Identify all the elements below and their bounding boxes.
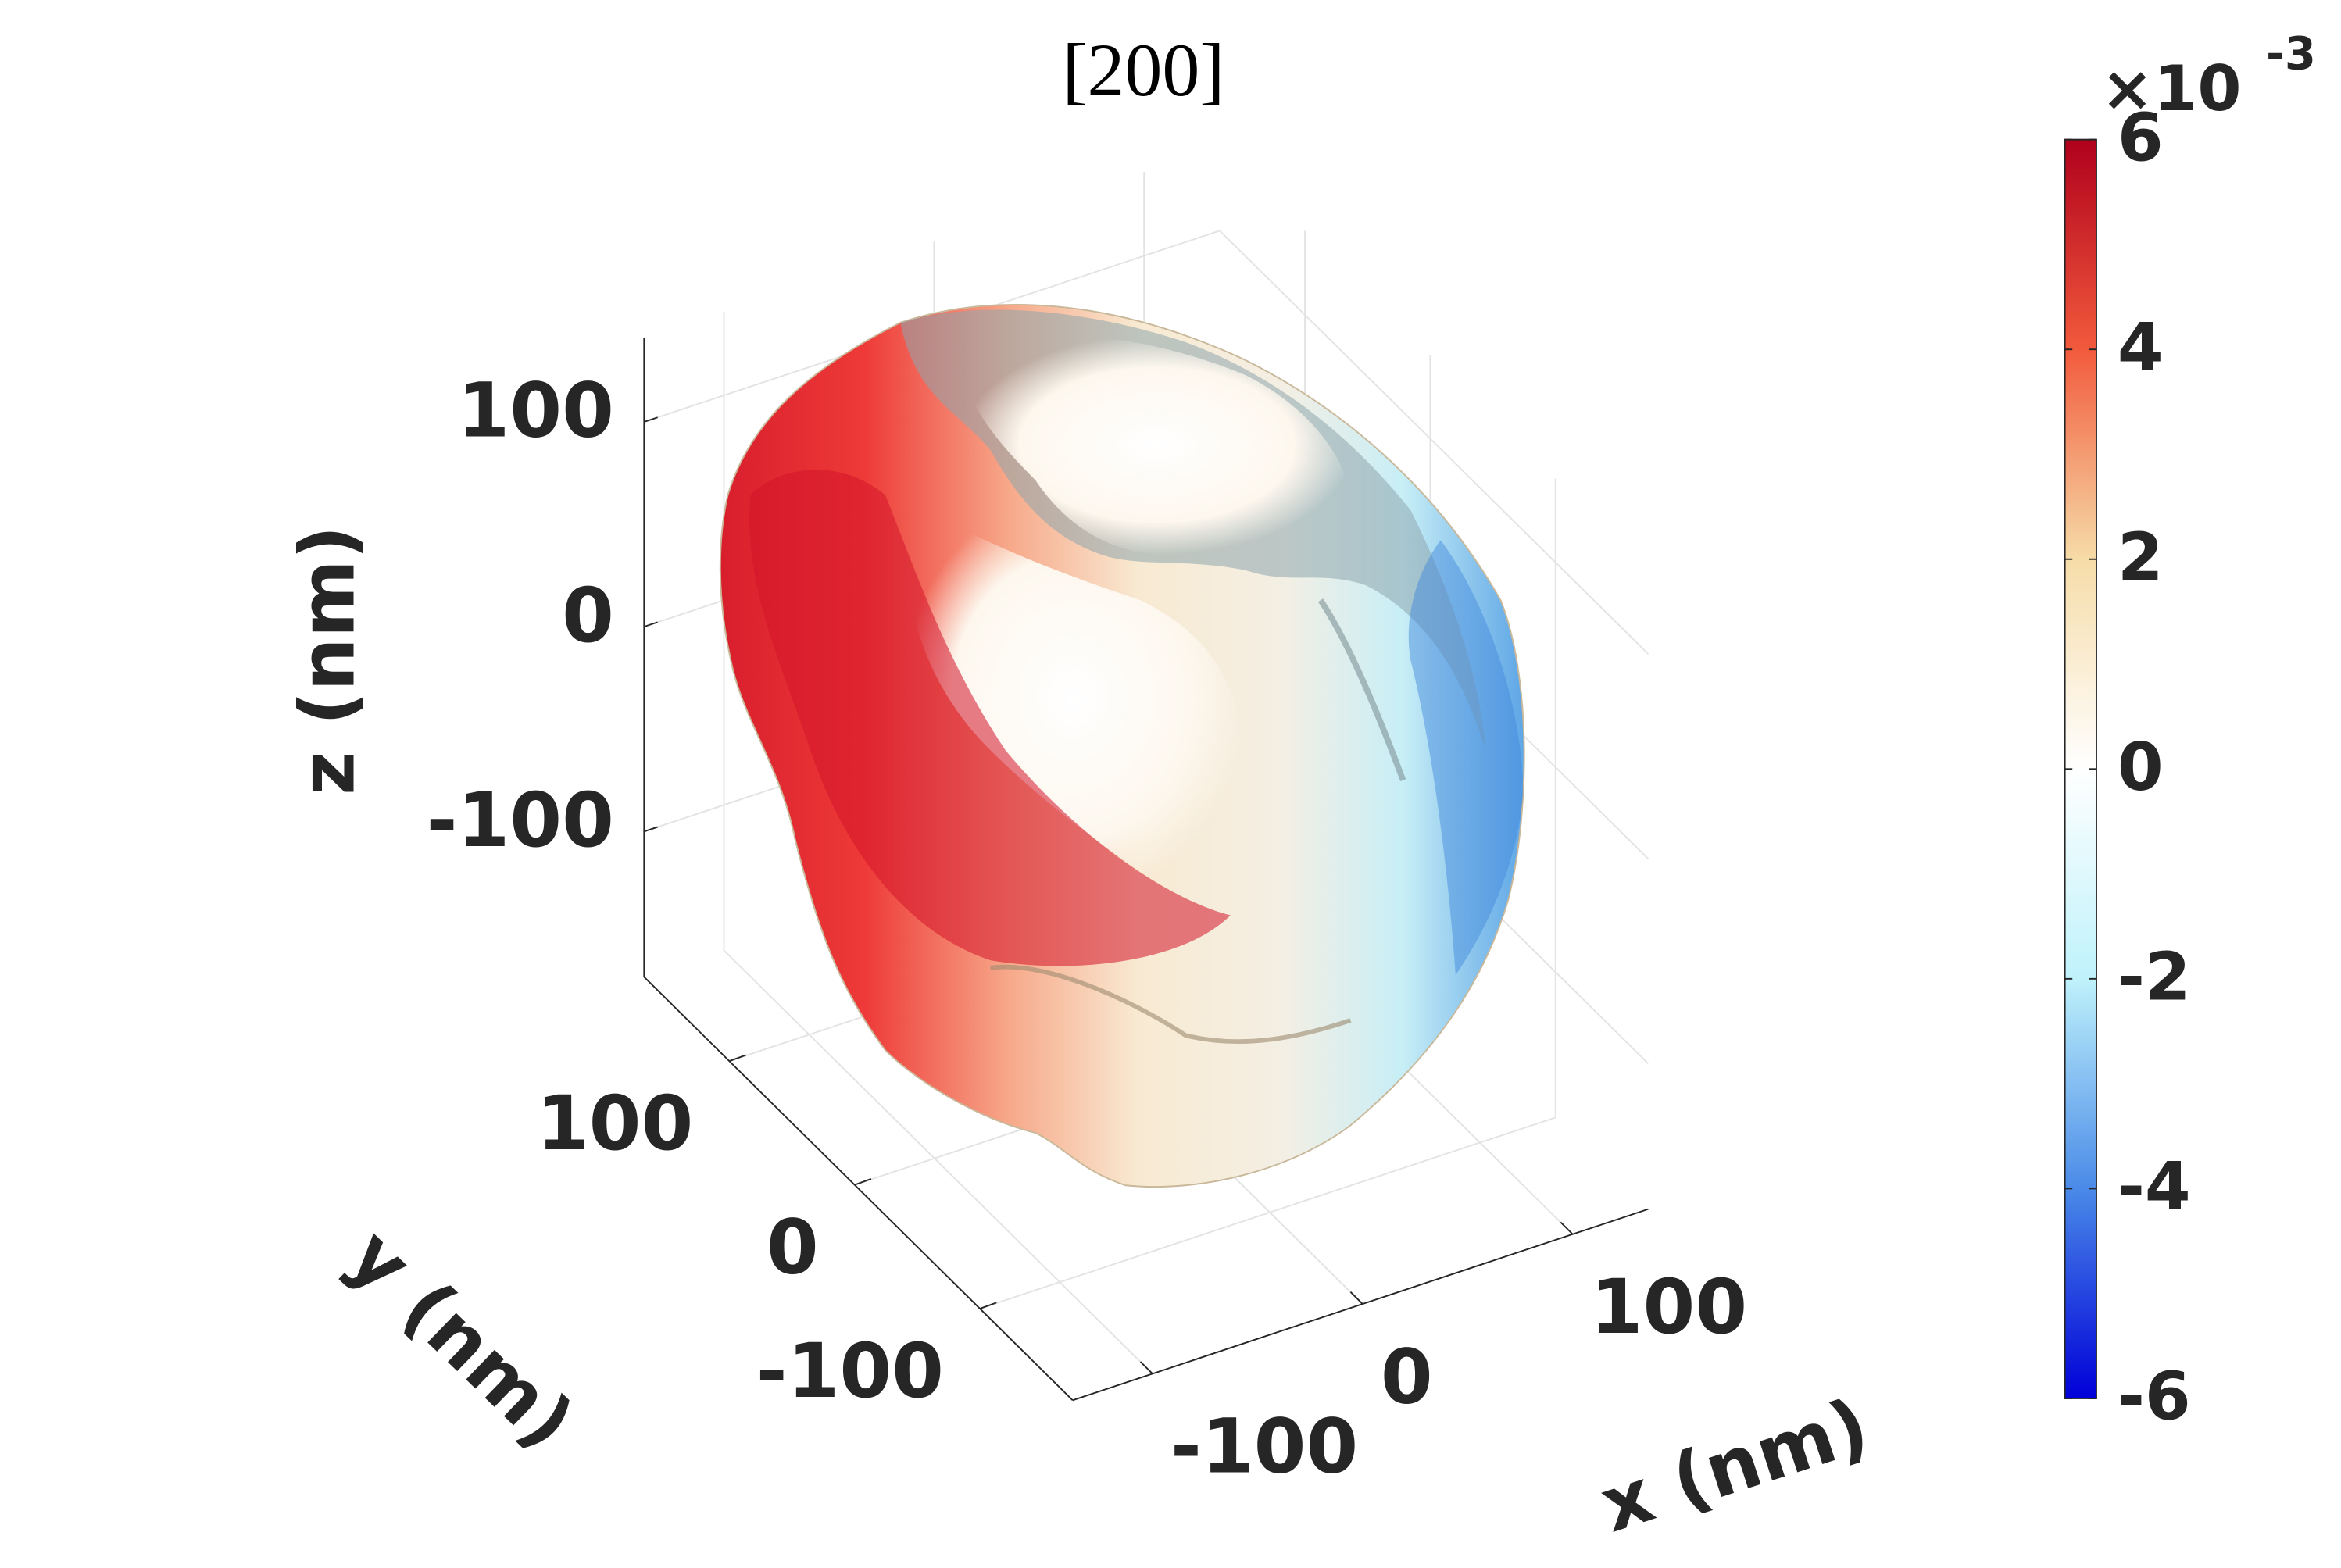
surface-fold — [990, 964, 1352, 1044]
x-tick — [1560, 1221, 1574, 1235]
z-tick-label: 100 — [457, 367, 613, 455]
colorbar-tick-label: 2 — [2118, 520, 2164, 596]
z-tick-label: 0 — [562, 572, 614, 659]
z-tick — [644, 621, 658, 628]
isosurface — [719, 304, 1525, 1188]
y-tick — [729, 1054, 746, 1063]
colorbar-tick-label: 0 — [2118, 729, 2164, 805]
colorbar-tick-label: 6 — [2118, 99, 2164, 176]
surface-highlight — [900, 495, 1246, 901]
grid-line — [979, 1116, 1556, 1309]
colorbar-tick-label: 4 — [2118, 309, 2164, 386]
colorbar-tick-label: -2 — [2118, 939, 2191, 1016]
grid-line — [1219, 230, 1649, 655]
surface-red-core — [749, 470, 1231, 966]
colorbar-multiplier: ×10 — [2101, 52, 2242, 126]
surface-fold — [1317, 598, 1406, 782]
x-axis — [1072, 1208, 1649, 1402]
chart-title: [200] — [1062, 28, 1224, 112]
y-tick-label: 100 — [537, 1080, 693, 1167]
z-axis-label: z (nm) — [284, 525, 372, 795]
y-tick-label: 0 — [767, 1203, 819, 1291]
x-axis-label: x (nm) — [1591, 1381, 1879, 1549]
z-tick — [644, 826, 658, 833]
y-tick — [854, 1178, 872, 1186]
surface-cold — [1408, 540, 1524, 976]
y-axis-label: y (nm) — [332, 1213, 591, 1466]
y-tick-label: -100 — [756, 1327, 944, 1415]
z-tick-label: -100 — [427, 777, 614, 864]
z-tick — [644, 416, 658, 423]
y-tick — [979, 1302, 997, 1309]
y-axis — [643, 976, 1074, 1401]
colorbar-exponent: -3 — [2266, 28, 2316, 80]
x-tick-label: 0 — [1381, 1333, 1433, 1420]
surface-highlight — [960, 334, 1354, 555]
colorbar-tick-label: -6 — [2118, 1359, 2191, 1435]
x-tick — [1139, 1361, 1153, 1375]
grid-line — [723, 949, 1153, 1375]
x-tick-label: -100 — [1170, 1403, 1358, 1491]
x-tick — [1349, 1291, 1363, 1305]
colorbar-tick-label: -4 — [2118, 1148, 2191, 1225]
x-tick-label: 100 — [1591, 1263, 1747, 1351]
